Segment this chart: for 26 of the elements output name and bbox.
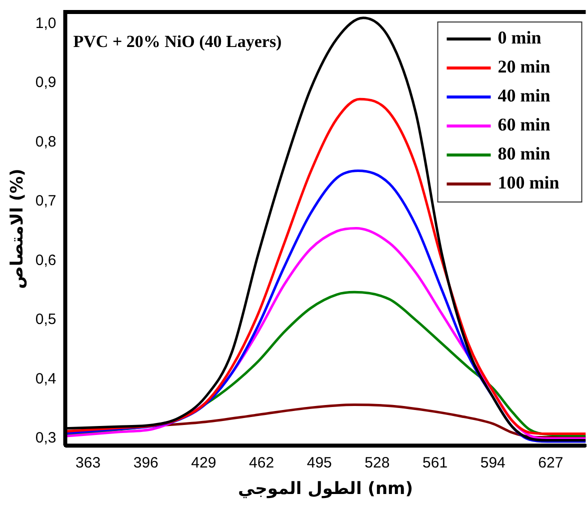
y-tick-label: 0,6 xyxy=(35,252,56,269)
y-tick-label: 0,9 xyxy=(35,74,56,92)
y-tick-label: 0,3 xyxy=(35,430,56,447)
y-tick-label: 0,7 xyxy=(35,192,56,210)
x-tick-label: 396 xyxy=(133,454,158,472)
legend-label: 60 min xyxy=(498,114,550,135)
y-tick-label: 1,0 xyxy=(35,14,56,32)
y-axis-title: الامتصاص (%) xyxy=(8,168,28,290)
y-tick-label: 0,8 xyxy=(35,133,56,150)
x-axis-title: الطول الموجي (nm) xyxy=(238,479,414,500)
y-tick-label: 0,4 xyxy=(35,370,56,388)
legend-label: 80 min xyxy=(498,144,550,164)
legend-label: 0 min xyxy=(498,28,542,48)
x-tick-label: 528 xyxy=(364,454,390,472)
x-tick-label: 462 xyxy=(249,454,274,472)
x-tick-label: 594 xyxy=(480,454,506,472)
x-tick-label: 429 xyxy=(191,454,216,472)
x-tick-label: 561 xyxy=(422,454,448,472)
legend-label: 20 min xyxy=(498,56,550,77)
legend-label: 100 min xyxy=(498,172,560,193)
x-tick-label: 363 xyxy=(76,454,101,472)
x-tick-label: 495 xyxy=(306,454,332,472)
legend-label: 40 min xyxy=(498,86,550,106)
y-tick-label: 0,5 xyxy=(35,311,56,328)
x-tick-label: 627 xyxy=(538,454,564,472)
annotation: PVC + 20% NiO (40 Layers) xyxy=(73,32,282,51)
